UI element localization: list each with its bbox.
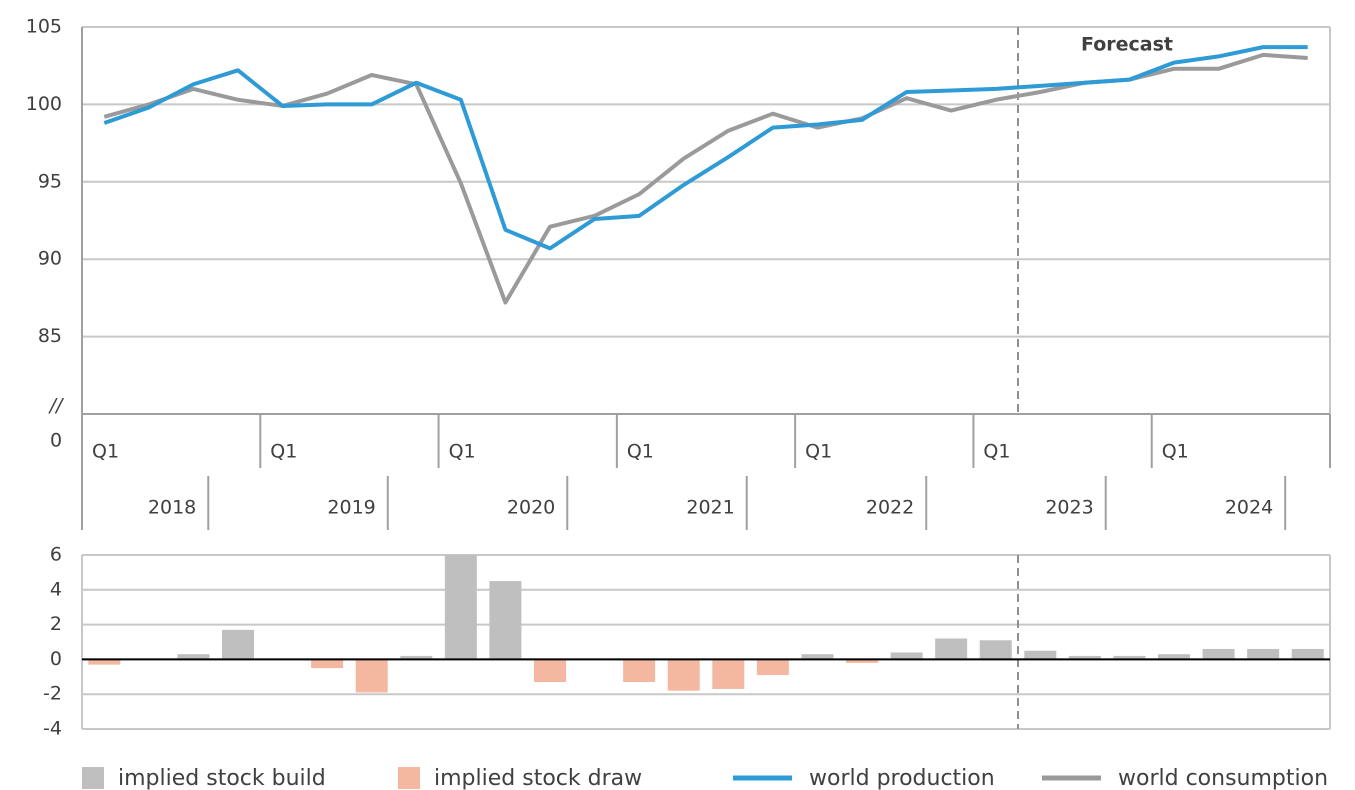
- y-tick-label: 4: [50, 578, 62, 600]
- x-tick-label: Q1: [1162, 441, 1189, 463]
- y-tick-label: 95: [38, 170, 62, 192]
- series-line: [103, 45, 1308, 251]
- x-tick-label: Q1: [983, 441, 1010, 463]
- bar: [623, 659, 656, 683]
- bar: [311, 659, 344, 669]
- bar: [1113, 655, 1146, 660]
- legend-label: world production: [809, 766, 995, 790]
- y-tick-label: 105: [26, 16, 62, 38]
- y-tick-label: 2: [50, 613, 62, 635]
- bar: [935, 638, 968, 660]
- bar: [222, 629, 254, 660]
- y-tick-label: 85: [38, 325, 62, 347]
- bar: [1291, 648, 1324, 660]
- bar: [756, 659, 789, 676]
- y-tick-label: -2: [43, 683, 62, 705]
- legend-label: implied stock build: [118, 766, 326, 790]
- year-label: 2020: [507, 497, 555, 519]
- legend-label: implied stock draw: [434, 766, 642, 790]
- bar: [1158, 654, 1190, 660]
- bar: [355, 659, 388, 693]
- bar: [1202, 648, 1235, 660]
- bar: [400, 655, 433, 660]
- y-tick-label: -4: [43, 718, 62, 740]
- year-label: 2019: [327, 497, 375, 519]
- bar: [444, 555, 477, 660]
- axis-break-label: 0: [50, 430, 62, 452]
- y-tick-label: 90: [38, 248, 62, 270]
- series-line: [103, 52, 1308, 305]
- year-label: 2023: [1045, 497, 1093, 519]
- x-tick-label: Q1: [627, 441, 654, 463]
- bar: [712, 659, 745, 689]
- bar: [1068, 655, 1101, 660]
- bar: [534, 659, 566, 683]
- y-tick-label: 6: [50, 544, 62, 566]
- bar: [846, 659, 878, 663]
- bar: [667, 659, 700, 691]
- bar: [1247, 648, 1280, 660]
- legend-swatch: [82, 767, 104, 789]
- x-tick-label: Q1: [805, 441, 832, 463]
- x-tick-label: Q1: [92, 441, 119, 463]
- y-tick-label: 100: [26, 93, 62, 115]
- year-label: 2022: [866, 497, 914, 519]
- bar: [177, 654, 210, 660]
- bar: [1024, 650, 1057, 660]
- bar: [489, 581, 522, 660]
- bar: [979, 640, 1012, 660]
- axis-break-mark: //: [48, 395, 65, 417]
- bar: [88, 659, 121, 665]
- forecast-annotation: Forecast: [1081, 34, 1173, 56]
- bar: [801, 654, 834, 660]
- x-tick-label: Q1: [270, 441, 297, 463]
- year-label: 2021: [686, 497, 734, 519]
- legend-swatch: [398, 767, 420, 789]
- year-label: 2018: [148, 497, 196, 519]
- bar: [890, 652, 923, 660]
- x-tick-label: Q1: [449, 441, 476, 463]
- year-label: 2024: [1225, 497, 1273, 519]
- y-tick-label: 0: [50, 648, 62, 670]
- legend-label: world consumption: [1118, 766, 1328, 790]
